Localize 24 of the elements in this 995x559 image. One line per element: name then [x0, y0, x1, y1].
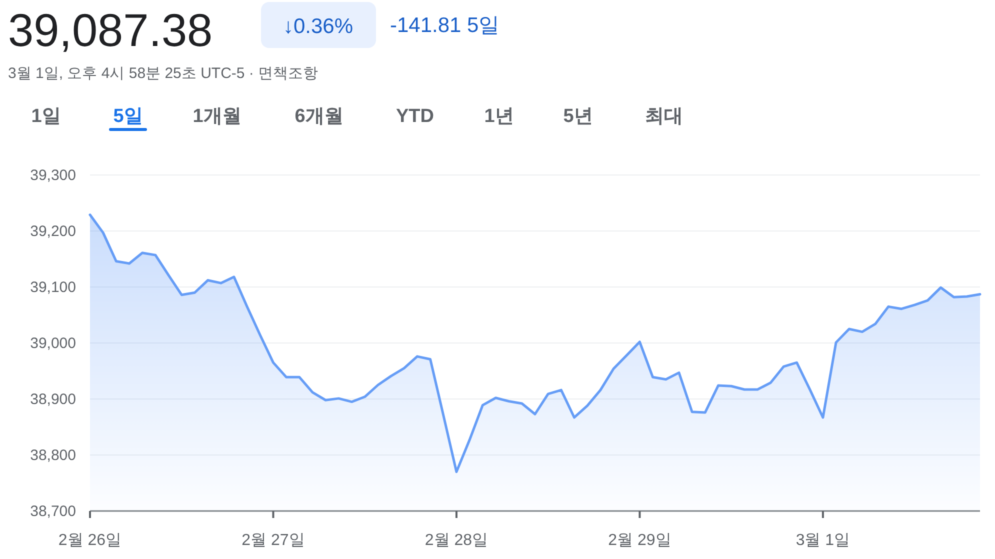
text: ↓0.36% [282, 15, 354, 38]
y-tick-label: 38,700 [30, 503, 76, 520]
y-tick-label: 38,800 [30, 447, 76, 464]
y-tick-label: 38,900 [30, 391, 76, 408]
x-tick-label: 2월 29일 [608, 532, 672, 549]
text: -141.81 5일 [390, 14, 500, 37]
text: 1일 [31, 106, 61, 127]
text: 6개월 [294, 106, 344, 127]
text: YTD [396, 106, 434, 127]
x-tick-label: 2월 26일 [58, 532, 122, 549]
text: 1년 [484, 106, 514, 127]
text: 1개월 [192, 106, 242, 127]
y-tick-label: 39,000 [30, 335, 76, 352]
x-tick-label: 3월 1일 [796, 532, 850, 549]
text: 최대 [645, 106, 683, 127]
x-tick-label: 2월 28일 [424, 532, 488, 549]
text: 5일 [113, 106, 143, 127]
y-tick-label: 39,300 [30, 167, 76, 184]
x-tick-label: 2월 27일 [242, 532, 305, 549]
chart-title: 39,087.38 [8, 4, 213, 56]
text: 5년 [563, 106, 593, 127]
y-tick-label: 39,100 [30, 279, 76, 296]
chart-subtitle: 3월 1일, 오후 4시 58분 25초 UTC-5 · 면책조항 [8, 65, 318, 82]
y-tick-label: 39,200 [30, 223, 76, 240]
